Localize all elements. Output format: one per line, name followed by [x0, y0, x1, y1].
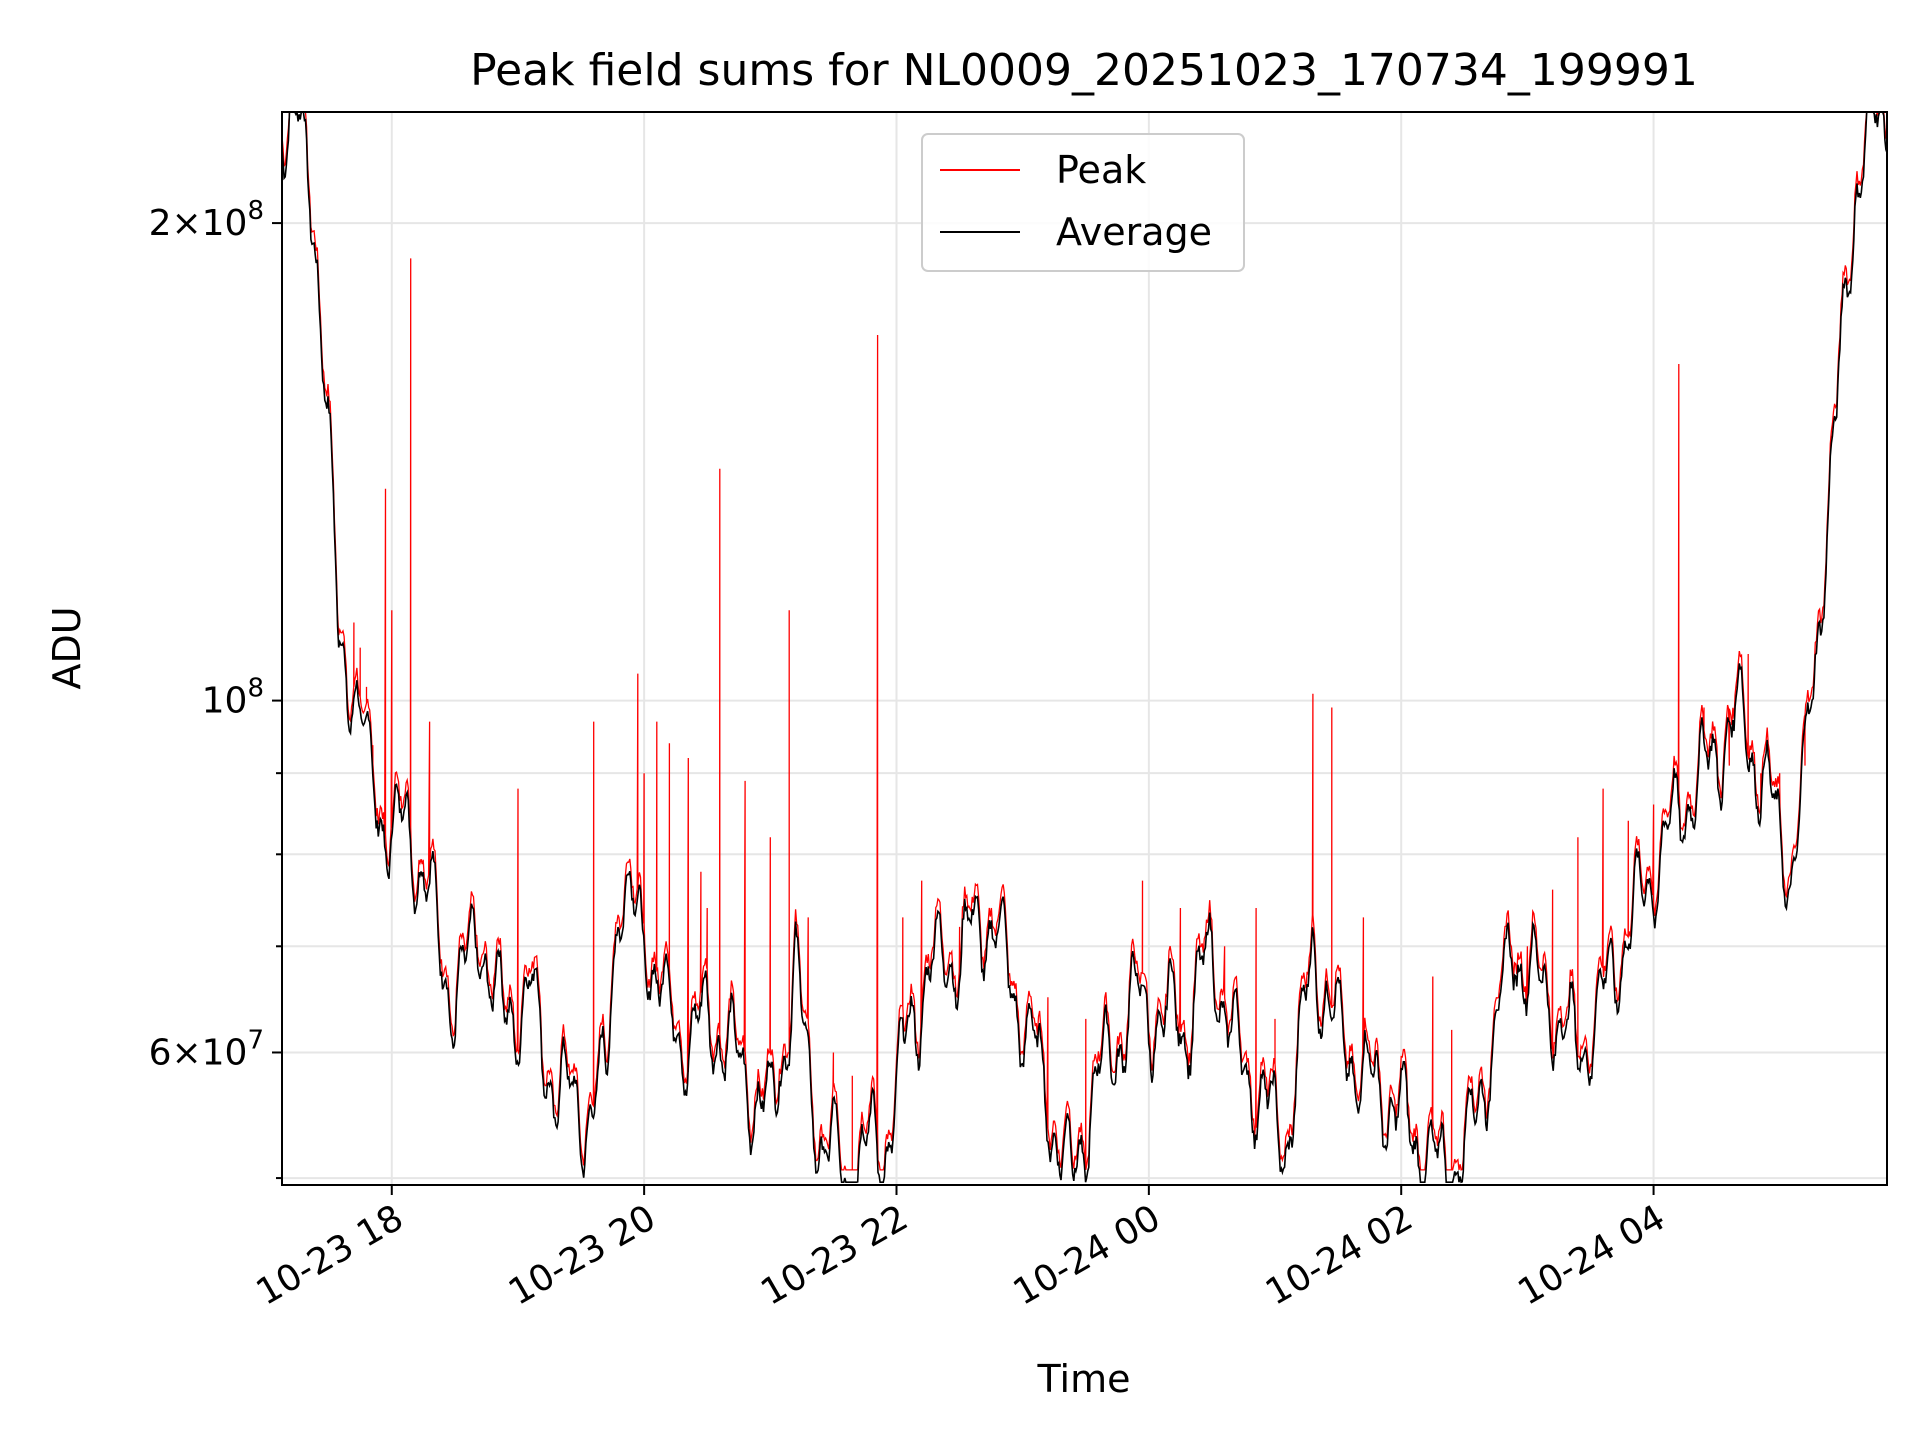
grid: [282, 112, 1887, 1185]
x-axis-label: Time: [1037, 1357, 1131, 1401]
plot-area: [282, 112, 1887, 1184]
legend-box: [921, 133, 1245, 272]
series-line-average: [282, 112, 1887, 1184]
legend-entry-average: Average: [1056, 210, 1212, 254]
y-tick-label: 2×108: [149, 196, 264, 244]
plot-frame: [281, 111, 1888, 1186]
y-tick-label: 108: [202, 674, 264, 722]
chart-title: Peak field sums for NL0009_20251023_1707…: [470, 45, 1698, 96]
y-axis-label: ADU: [45, 606, 89, 689]
y-tick-label: 6×107: [149, 1025, 264, 1073]
legend: Peak Average: [921, 133, 1245, 272]
legend-entry-peak: Peak: [1056, 148, 1146, 192]
